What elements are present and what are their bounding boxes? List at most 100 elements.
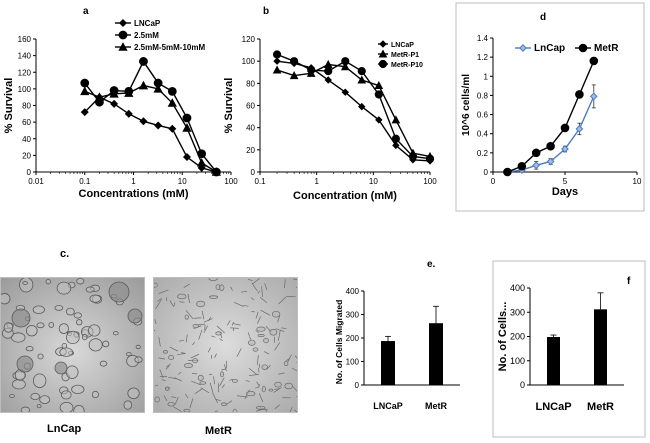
- cell-shape: [154, 319, 157, 324]
- cell-shape: [177, 353, 186, 355]
- y-tick-label: 40: [246, 124, 255, 133]
- cell-shape: [185, 334, 188, 343]
- cell-shape: [261, 385, 266, 393]
- cell-shape: [192, 323, 199, 329]
- cell-shape: [123, 400, 133, 410]
- cell-shape: [264, 283, 268, 290]
- data-point-2: [290, 57, 299, 66]
- y-tick-label: 1: [484, 72, 489, 81]
- y-tick-label: 0.8: [477, 91, 489, 100]
- cell-shape: [65, 307, 75, 316]
- cell-shape: [71, 384, 85, 394]
- series-line-1: [84, 60, 217, 173]
- cell-shape: [251, 283, 258, 292]
- cell-shape: [76, 319, 83, 326]
- cell-shape: [215, 398, 221, 401]
- y-tick-label: 300: [346, 311, 360, 320]
- cell-shape: [208, 373, 213, 376]
- cell-shape: [233, 323, 241, 326]
- y-tick-label: 40: [22, 135, 31, 144]
- cell-shape: [166, 363, 171, 368]
- data-point-0: [532, 161, 541, 170]
- legend-marker-1: [118, 30, 128, 40]
- data-point-1: [167, 86, 177, 96]
- cell-shape: [112, 331, 119, 336]
- cell-shape: [257, 334, 265, 337]
- cell-shape: [230, 286, 233, 291]
- y-tick-label: 0: [251, 168, 256, 177]
- cell-shape: [58, 323, 69, 334]
- cell-shape: [284, 279, 286, 289]
- x-tick-label: 0.1: [79, 177, 91, 186]
- cell-shape: [233, 301, 244, 307]
- cell-cluster: [16, 355, 34, 373]
- cell-shape: [219, 338, 224, 342]
- cell-shape: [193, 317, 202, 319]
- cell-shape: [265, 408, 267, 412]
- data-point-2: [357, 67, 366, 76]
- cell-shape: [250, 297, 255, 301]
- cell-shape: [91, 390, 99, 399]
- series-line-1: [276, 63, 431, 158]
- data-point-2: [307, 65, 316, 75]
- data-point-1: [589, 56, 599, 66]
- category-label: LNCaP: [373, 401, 403, 411]
- cell-shape: [12, 379, 26, 390]
- y-tick-label: 100: [346, 358, 360, 367]
- panel-label-a: a: [83, 6, 89, 17]
- cell-shape: [183, 363, 193, 369]
- cell-shape: [214, 410, 219, 412]
- data-point-1: [357, 75, 367, 84]
- cell-shape: [173, 302, 176, 307]
- cell-cluster: [54, 361, 68, 375]
- cell-shape: [20, 406, 30, 412]
- cell-shape: [157, 297, 162, 302]
- cell-shape: [3, 322, 14, 333]
- cell-shape: [99, 360, 108, 367]
- cell-shape: [249, 373, 259, 377]
- cell-shape: [174, 377, 182, 382]
- cell-shape: [257, 316, 261, 324]
- cell-shape: [48, 321, 55, 328]
- cell-shape: [255, 386, 260, 389]
- cell-shape: [54, 305, 64, 311]
- cell-shape: [245, 380, 250, 382]
- y-tick-label: 0: [355, 381, 360, 390]
- cell-shape: [243, 305, 249, 307]
- cell-shape: [32, 305, 45, 314]
- micrograph-metr-caption: MetR: [205, 425, 232, 437]
- data-point-0: [561, 145, 569, 153]
- cell-shape: [73, 405, 85, 412]
- data-point-1: [517, 161, 527, 171]
- cell-shape: [291, 367, 297, 372]
- cell-shape: [203, 325, 208, 333]
- cell-shape: [256, 355, 259, 366]
- panel-label-b: b: [263, 6, 269, 17]
- x-tick-label: 1: [131, 177, 136, 186]
- data-point-0: [341, 88, 349, 96]
- cell-shape: [201, 310, 205, 320]
- cell-shape: [252, 347, 259, 352]
- y-tick-label: 400: [510, 283, 525, 293]
- cell-shape: [284, 382, 293, 390]
- cell-shape: [258, 393, 264, 402]
- y-tick-label: 120: [18, 68, 32, 77]
- cell-shape: [283, 360, 289, 367]
- cell-shape: [81, 334, 88, 341]
- chart-a: a 0 20 40 60 80 100 120 140 160 0.01 0.1 1 10 100 Conc…: [3, 6, 238, 200]
- x-tick-label: 0.1: [254, 177, 266, 186]
- cell-shape: [247, 278, 253, 282]
- cell-shape: [261, 286, 263, 298]
- cell-shape: [229, 378, 233, 381]
- cell-shape: [213, 376, 216, 385]
- y-tick-label: 1.2: [477, 53, 489, 62]
- y-tick-label: 0: [520, 380, 525, 390]
- legend-label-1: MetR-P1: [391, 52, 419, 59]
- cell-shape: [200, 387, 210, 394]
- y-tick-label: 120: [242, 35, 256, 44]
- cell-shape: [212, 392, 218, 404]
- cell-shape: [183, 408, 191, 412]
- y-tick-label: 200: [510, 332, 525, 342]
- cell-shape: [285, 357, 290, 362]
- cell-shape: [167, 402, 175, 407]
